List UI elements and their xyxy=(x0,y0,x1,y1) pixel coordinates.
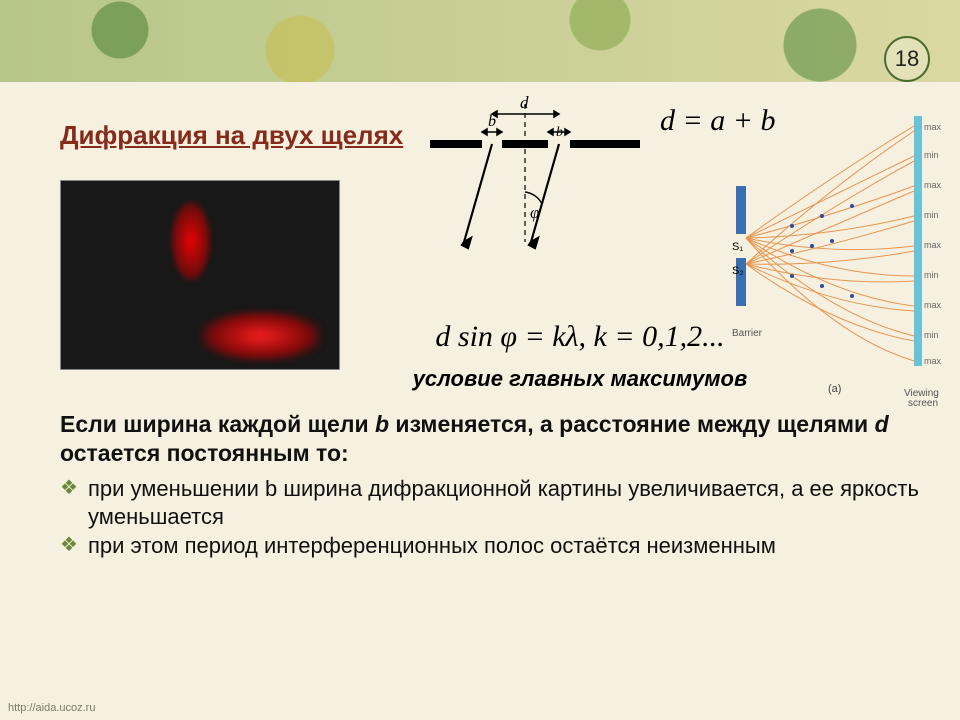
list-item: при уменьшении b ширина дифракционной ка… xyxy=(60,475,920,532)
equation-caption: условие главных максимумов xyxy=(360,366,800,392)
svg-text:min: min xyxy=(924,210,939,220)
slit-geometry-diagram: b d b φ xyxy=(430,92,640,252)
svg-text:b: b xyxy=(556,125,563,140)
svg-text:min: min xyxy=(924,270,939,280)
bullet-list: при уменьшении b ширина дифракционной ка… xyxy=(60,475,920,561)
page-number: 18 xyxy=(895,46,919,72)
svg-text:max: max xyxy=(924,122,942,132)
svg-text:S₂: S₂ xyxy=(732,265,744,277)
intro-sentence: Если ширина каждой щели b изменяется, а … xyxy=(60,410,920,469)
svg-text:min: min xyxy=(924,330,939,340)
decorative-header xyxy=(0,0,960,82)
page-number-badge: 18 xyxy=(884,36,930,82)
svg-text:max: max xyxy=(924,180,942,190)
svg-text:max: max xyxy=(924,356,942,366)
svg-text:min: min xyxy=(924,150,939,160)
diffraction-photo xyxy=(60,180,340,370)
svg-text:max: max xyxy=(924,300,942,310)
slide-body: Дифракция на двух щелях b d b xyxy=(0,90,960,692)
upper-region: Дифракция на двух щелях b d b xyxy=(60,120,920,400)
wave-interference-diagram: S₁ S₂ Barrier ma xyxy=(732,106,942,406)
label-d: d xyxy=(520,93,529,112)
svg-text:(a): (a) xyxy=(828,383,841,395)
svg-text:max: max xyxy=(924,240,942,250)
equation-main-maxima: d sin φ = kλ, k = 0,1,2... xyxy=(360,320,800,354)
explanation-block: Если ширина каждой щели b изменяется, а … xyxy=(60,410,920,561)
svg-text:screen: screen xyxy=(908,398,938,406)
svg-text:S₁: S₁ xyxy=(732,241,743,253)
list-item: при этом период интерференционных полос … xyxy=(60,532,920,561)
label-phi: φ xyxy=(530,203,539,222)
source-footer: http://aida.ucoz.ru xyxy=(8,702,95,714)
